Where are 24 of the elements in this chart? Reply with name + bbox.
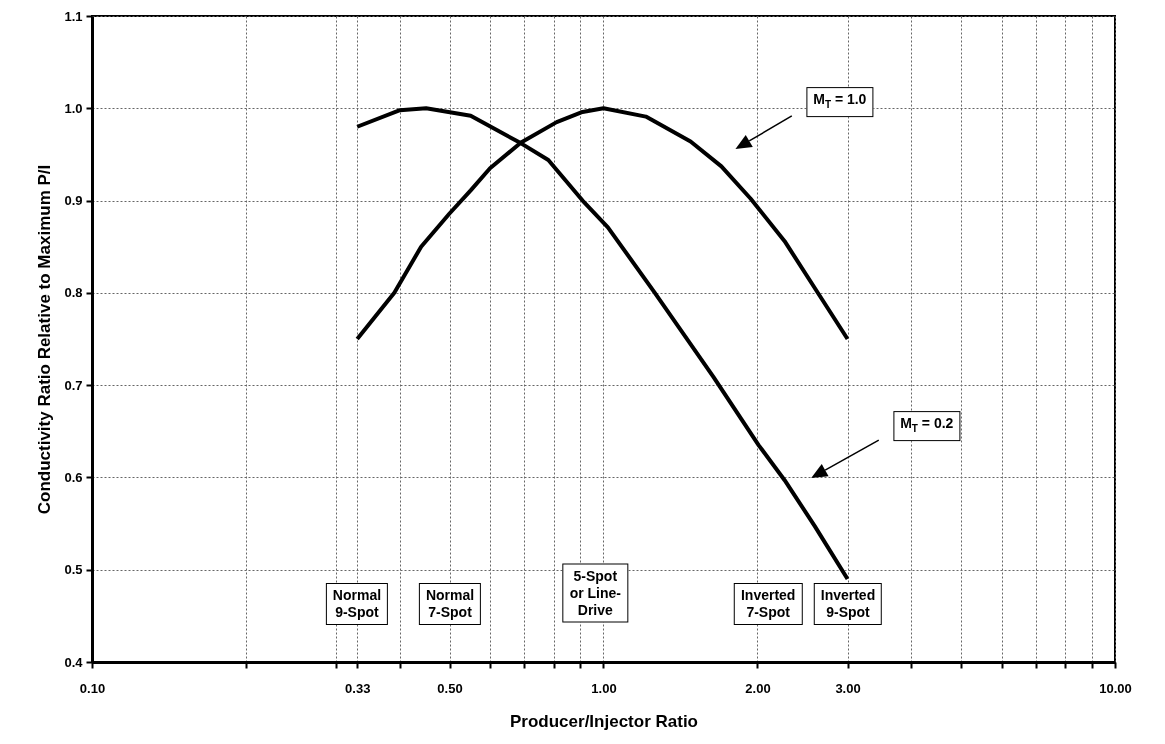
y-tick-label: 0.6 <box>64 469 83 485</box>
y-tick-label: 0.9 <box>64 193 83 209</box>
y-tick-label: 1.1 <box>64 8 83 24</box>
x-tick-label: 2.00 <box>745 680 771 696</box>
x-tick-label: 10.00 <box>1099 680 1132 696</box>
annotation: Normal 7-Spot <box>418 582 482 625</box>
annotation: Normal 9-Spot <box>325 582 389 625</box>
y-tick-label: 0.4 <box>64 654 84 670</box>
x-tick-label: 0.50 <box>437 680 463 696</box>
annotation: M$_{T}$ = 0.2 <box>893 411 961 442</box>
annotation: M$_{T}$ = 1.0 <box>806 87 874 117</box>
x-axis-title: Producer/Injector Ratio <box>510 711 698 731</box>
x-tick-label: 1.00 <box>591 680 617 696</box>
annotation: Inverted 9-Spot <box>813 582 883 625</box>
annotation: Inverted 7-Spot <box>733 582 803 625</box>
x-tick-label: 3.00 <box>835 680 861 696</box>
y-tick-label: 0.7 <box>64 377 83 393</box>
y-axis-title: Conductivity Ratio Relative to Maximum P/I <box>35 164 55 515</box>
annotation: 5-Spot or Line- Drive <box>562 563 628 623</box>
y-tick-label: 0.8 <box>64 285 83 301</box>
y-tick-label: 0.5 <box>64 562 83 578</box>
x-tick-label: 0.10 <box>79 680 106 696</box>
x-tick-label: 0.33 <box>345 680 371 696</box>
y-tick-label: 1.0 <box>64 100 83 116</box>
